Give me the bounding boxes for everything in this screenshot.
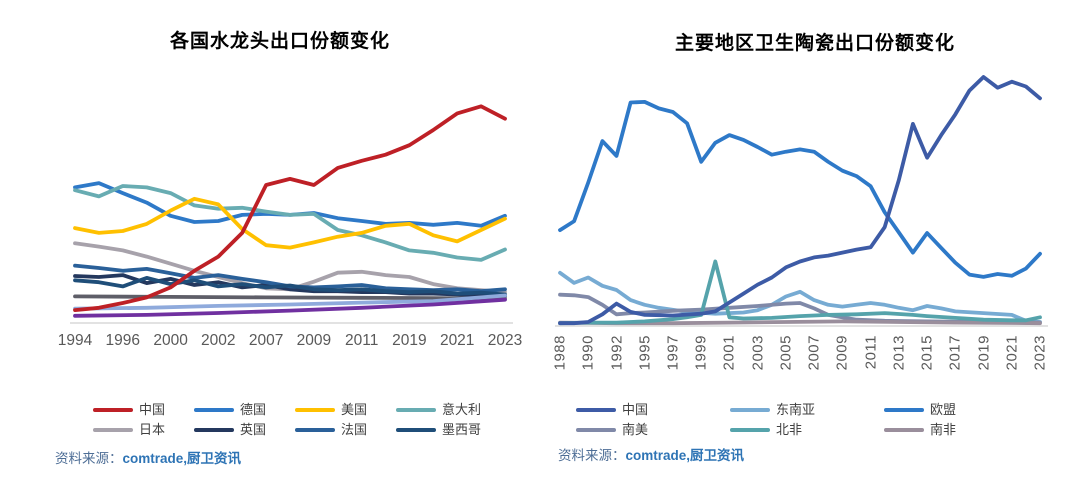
sanitary-ceramics-export-share-chart: 主要地区卫生陶瓷出口份额变化 1988 1990 1992 1995 1997 1999 2…: [540, 0, 1080, 478]
legend-swatch: [93, 408, 133, 412]
x-axis-label: 1995: [636, 335, 654, 371]
x-axis-label: 2019: [975, 335, 992, 371]
source-note: 资料来源：comtrade,厨卫资讯: [55, 447, 241, 467]
legend: 中国 东南亚 欧盟南美 北非 南非: [576, 403, 1038, 437]
legend-swatch: [295, 408, 335, 412]
legend-label: 日本: [139, 422, 166, 437]
source-prefix: 资料来源：: [558, 448, 626, 463]
legend-label: 欧盟: [930, 402, 957, 417]
legend-swatch: [576, 408, 616, 412]
legend-swatch: [194, 428, 234, 432]
plot-area: [70, 104, 513, 324]
x-axis-label: 2023: [487, 332, 523, 349]
legend-label: 中国: [622, 402, 649, 417]
x-axis-label: 2011: [862, 335, 880, 370]
legend-item-5: 英国: [194, 423, 295, 437]
x-axis-label: 2001: [720, 335, 738, 371]
x-axis-label: 2015: [918, 335, 936, 371]
source-note: 资料来源：comtrade,厨卫资讯: [558, 444, 744, 464]
x-axis-label: 1997: [664, 335, 682, 371]
legend-label: 德国: [240, 402, 267, 417]
x-axis-label: 2021: [1003, 335, 1021, 371]
x-axis-label: 1992: [608, 335, 625, 371]
legend-item-0: 中国: [576, 403, 730, 417]
legend-label: 南美: [622, 422, 649, 437]
series-line-10: [73, 297, 507, 318]
x-axis-label: 2021: [439, 332, 475, 349]
x-axis-label: 2023: [1031, 335, 1049, 371]
legend: 中国 德国 美国 意大利日本 英国 法国 墨西哥: [93, 403, 497, 437]
legend-label: 北非: [776, 422, 803, 437]
source-text: comtrade,厨卫资讯: [122, 451, 242, 466]
legend-item-2: 美国: [295, 403, 396, 417]
legend-swatch: [396, 428, 436, 432]
x-axis-label: 2019: [392, 332, 427, 349]
legend-item-7: 墨西哥: [396, 423, 497, 437]
legend-item-1: 德国: [194, 403, 295, 417]
chart-title: 各国水龙头出口份额变化: [169, 31, 390, 52]
source-text: comtrade,厨卫资讯: [625, 448, 745, 463]
legend-item-1: 东南亚: [730, 403, 884, 417]
x-axis-label: 2013: [890, 335, 908, 371]
legend-item-4: 北非: [730, 423, 884, 437]
x-axis-label: 1994: [57, 332, 93, 349]
series-line-0: [558, 75, 1042, 326]
series-line-1: [558, 270, 1042, 324]
legend-label: 东南亚: [776, 402, 816, 417]
legend-label: 法国: [341, 422, 368, 437]
x-axis-label: 1988: [551, 335, 569, 371]
legend-label: 中国: [139, 402, 166, 417]
series-line-2: [73, 196, 507, 250]
legend-swatch: [194, 408, 234, 412]
series-line-2: [558, 100, 1042, 279]
series-line-3: [73, 184, 507, 262]
x-axis-label: 2009: [296, 332, 332, 349]
series-line-9: [73, 293, 507, 311]
x-axis-label: 1996: [105, 332, 141, 349]
x-axis-label: 2002: [201, 332, 236, 349]
legend-swatch: [295, 428, 335, 432]
legend-label: 意大利: [442, 402, 482, 417]
plot-area: [555, 75, 1048, 327]
series-line-1: [73, 181, 507, 228]
series-line-5: [73, 273, 507, 299]
x-axis-label: 2017: [946, 335, 964, 371]
legend-swatch: [93, 428, 133, 432]
x-axis-label: 1990: [579, 335, 597, 371]
legend-swatch: [730, 408, 770, 412]
legend-item-2: 欧盟: [884, 403, 1038, 417]
x-axis-label: 2007: [805, 335, 823, 371]
legend-swatch: [396, 408, 436, 412]
legend-label: 英国: [240, 422, 267, 437]
legend-item-0: 中国: [93, 403, 194, 417]
faucet-export-share-chart: 各国水龙头出口份额变化 1994 1996 2000 2002 2007 2009 2011…: [55, 31, 523, 467]
source-prefix: 资料来源：: [55, 451, 123, 466]
legend-label: 墨西哥: [442, 422, 482, 437]
x-axis-label: 2011: [345, 332, 379, 349]
series-line-7: [73, 275, 507, 297]
legend-swatch: [730, 428, 770, 432]
x-axis-label: 2005: [777, 335, 795, 371]
x-axis-label: 2000: [153, 332, 188, 349]
series-line-0: [73, 104, 507, 313]
legend-item-3: 意大利: [396, 403, 497, 417]
legend-swatch: [884, 408, 924, 412]
x-axis-label: 2007: [248, 332, 284, 349]
series-line-4: [558, 259, 1042, 326]
legend-label: 美国: [341, 402, 368, 417]
legend-item-3: 南美: [576, 423, 730, 437]
legend-swatch: [884, 428, 924, 432]
legend-swatch: [576, 428, 616, 432]
x-axis-label: 1999: [692, 335, 710, 371]
legend-label: 南非: [930, 422, 957, 437]
legend-item-6: 法国: [295, 423, 396, 437]
legend-item-4: 日本: [93, 423, 194, 437]
chart-title: 主要地区卫生陶瓷出口份额变化: [674, 33, 955, 54]
legend-item-5: 南非: [884, 423, 1038, 437]
x-axis-label: 2003: [749, 335, 767, 371]
x-axis-label: 2009: [833, 335, 851, 371]
